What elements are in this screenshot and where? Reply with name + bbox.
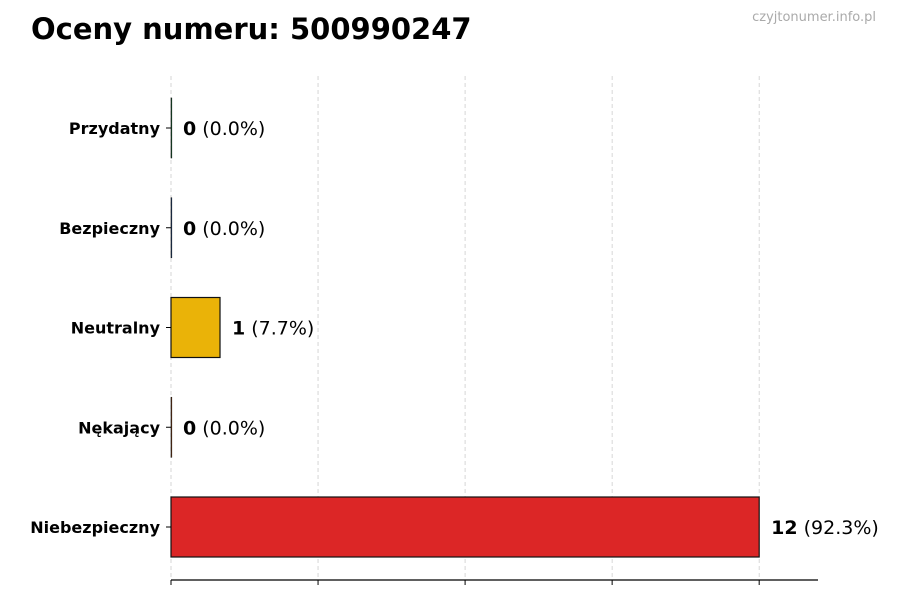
y-tick-label: Nękający — [78, 418, 160, 437]
y-tick-label: Przydatny — [69, 119, 161, 138]
y-tick-label: Neutralny — [71, 319, 161, 338]
data-label-percent: (7.7%) — [251, 318, 314, 340]
data-label-count: 12 — [771, 517, 797, 539]
data-label-percent: (0.0%) — [202, 417, 265, 439]
chart-title: Oceny numeru: 500990247 — [31, 12, 472, 46]
data-label-count: 0 — [183, 118, 196, 140]
bar — [170, 97, 173, 159]
y-tick-label: Bezpieczny — [59, 219, 160, 238]
bar — [170, 296, 221, 359]
data-label-percent: (0.0%) — [202, 118, 265, 140]
data-label: 0 (0.0%) — [183, 118, 265, 140]
bar — [170, 396, 173, 458]
bar — [170, 496, 760, 558]
data-label: 12 (92.3%) — [771, 517, 879, 539]
data-label: 1 (7.7%) — [232, 318, 314, 340]
data-label-count: 1 — [232, 318, 245, 340]
bar — [170, 197, 173, 259]
data-label-percent: (92.3%) — [804, 517, 879, 539]
data-label-count: 0 — [183, 218, 196, 240]
data-label-count: 0 — [183, 417, 196, 439]
y-tick-label: Niebezpieczny — [30, 518, 160, 537]
data-label: 0 (0.0%) — [183, 417, 265, 439]
data-label-percent: (0.0%) — [202, 218, 265, 240]
data-label: 0 (0.0%) — [183, 218, 265, 240]
watermark: czyjtonumer.info.pl — [752, 10, 876, 25]
